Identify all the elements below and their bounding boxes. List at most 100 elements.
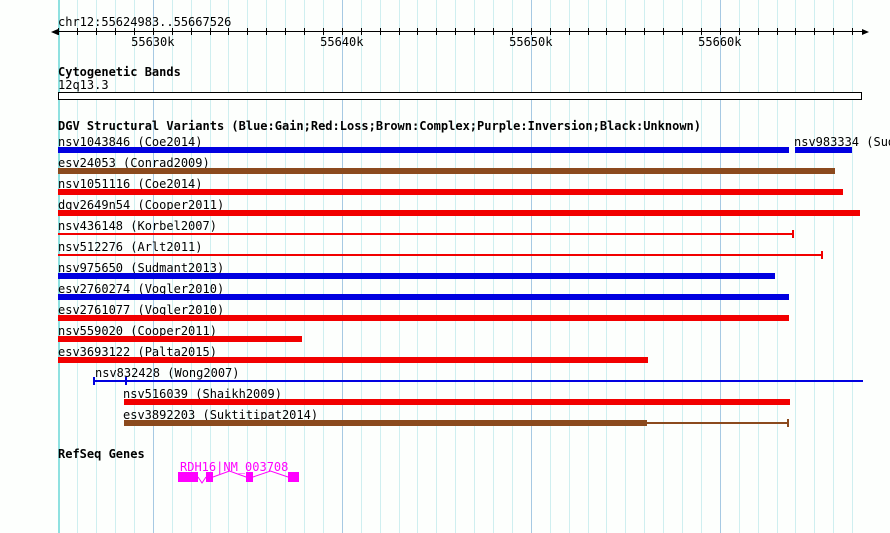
ruler-tick	[209, 28, 211, 35]
ruler-tick	[171, 28, 173, 35]
ruler-arrow-right-icon	[862, 28, 869, 35]
variant-bar[interactable]	[58, 357, 648, 363]
ruler-tick	[304, 28, 305, 35]
ruler-tick	[568, 28, 570, 35]
gridline	[587, 0, 589, 533]
ruler-arrow-left-icon	[51, 28, 58, 35]
gridline	[776, 0, 778, 533]
variant-outer-line[interactable]	[58, 233, 793, 235]
gridline	[171, 0, 173, 533]
gridline	[379, 0, 381, 533]
ruler-tick	[133, 28, 135, 35]
gridline	[568, 0, 570, 533]
variant-bar[interactable]	[58, 189, 843, 195]
ruler-tick	[852, 28, 854, 35]
gridline	[398, 0, 400, 533]
gridline	[190, 0, 192, 533]
gridline	[474, 0, 476, 533]
gridline	[133, 0, 135, 533]
gene-exon[interactable]	[288, 472, 299, 482]
ruler-line	[58, 31, 862, 32]
variant-label[interactable]: nsv516039 (Shaikh2009)	[123, 387, 282, 401]
gridline	[304, 0, 305, 533]
variant-label[interactable]: esv24053 (Conrad2009)	[58, 156, 210, 170]
variant-bar[interactable]	[58, 210, 860, 216]
variant-bar[interactable]	[795, 147, 852, 153]
gridline	[530, 0, 532, 533]
gridline	[96, 0, 98, 533]
variant-label[interactable]: nsv1043846 (Coe2014)	[58, 135, 203, 149]
variant-label[interactable]: esv3892203 (Suktitipat2014)	[123, 408, 319, 422]
variant-label[interactable]: esv2760274 (Vogler2010)	[58, 282, 225, 296]
variant-outer-line[interactable]	[94, 380, 863, 382]
ruler-tick	[115, 28, 116, 35]
ruler-tick	[379, 28, 381, 35]
variant-label[interactable]: nsv512276 (Arlt2011)	[58, 240, 203, 254]
variant-bar[interactable]	[58, 336, 302, 342]
variant-outer-line[interactable]	[647, 422, 788, 424]
ruler-tick	[341, 28, 343, 35]
gridline	[115, 0, 116, 533]
gridline	[852, 0, 854, 533]
variant-label[interactable]: nsv975650 (Sudmant2013)	[58, 261, 225, 275]
section-title-cytogenetic-bands: Cytogenetic Bands	[58, 65, 181, 79]
section-title-refseq-genes: RefSeq Genes	[58, 447, 145, 461]
ruler-tick	[266, 28, 268, 35]
gridline	[700, 0, 702, 533]
ruler-tick	[247, 28, 249, 35]
gene-label[interactable]: RDH16|NM_003708	[180, 460, 289, 474]
gridline	[757, 0, 759, 533]
gridline	[549, 0, 551, 533]
variant-label[interactable]: nsv832428 (Wong2007)	[95, 366, 240, 380]
gridline	[738, 0, 740, 533]
variant-label[interactable]: nsv559020 (Cooper2011)	[58, 324, 217, 338]
variant-label[interactable]: esv3693122 (Palta2015)	[58, 345, 217, 359]
variant-bar[interactable]	[58, 168, 835, 174]
gridline	[455, 0, 457, 533]
variant-label[interactable]: dgv2649n54 (Cooper2011)	[58, 198, 225, 212]
gridline	[682, 0, 683, 533]
variant-bar[interactable]	[58, 273, 775, 279]
variant-bar[interactable]	[124, 399, 790, 405]
gridline	[795, 0, 797, 533]
ruler-tick-label: 55660k	[698, 35, 742, 49]
ruler-tick	[436, 28, 438, 35]
ruler-tick	[530, 28, 532, 35]
gene-exon[interactable]	[206, 472, 213, 482]
gridline	[511, 0, 513, 533]
ruler-tick	[360, 28, 362, 35]
gridline	[228, 0, 230, 533]
ruler-tick	[398, 28, 400, 35]
gene-exon[interactable]	[178, 472, 198, 482]
variant-bar[interactable]	[58, 147, 789, 153]
gridline	[266, 0, 268, 533]
variant-label[interactable]: nsv436148 (Korbel2007)	[58, 219, 217, 233]
ruler-tick	[795, 28, 797, 35]
ruler-tick	[58, 28, 60, 35]
variant-outer-line[interactable]	[58, 254, 822, 256]
ruler-tick	[663, 28, 665, 35]
gridline	[152, 0, 154, 533]
variant-label[interactable]: esv2761077 (Vogler2010)	[58, 303, 225, 317]
section-title-dgv-variants: DGV Structural Variants (Blue:Gain;Red:L…	[58, 119, 701, 133]
variant-bar[interactable]	[58, 315, 789, 321]
variant-label[interactable]: nsv1051116 (Coe2014)	[58, 177, 203, 191]
ruler-tick	[625, 28, 627, 35]
ruler-tick-label: 55630k	[131, 35, 175, 49]
variant-bar[interactable]	[58, 294, 789, 300]
gridline	[436, 0, 438, 533]
ruler-tick	[228, 28, 230, 35]
ruler-tick	[455, 28, 457, 35]
gridline	[322, 0, 324, 533]
ruler-tick	[587, 28, 589, 35]
gridline	[77, 0, 79, 533]
cytoband-bar[interactable]	[58, 92, 862, 100]
ruler-tick	[417, 28, 419, 35]
gridline	[285, 0, 287, 533]
variant-label[interactable]: nsv983334 (Sudma	[794, 135, 890, 149]
variant-end-tick	[93, 377, 95, 385]
gene-exon[interactable]	[246, 472, 253, 482]
variant-bar[interactable]	[124, 420, 647, 426]
ruler-tick-label: 55650k	[509, 35, 553, 49]
ruler-tick	[511, 28, 513, 35]
